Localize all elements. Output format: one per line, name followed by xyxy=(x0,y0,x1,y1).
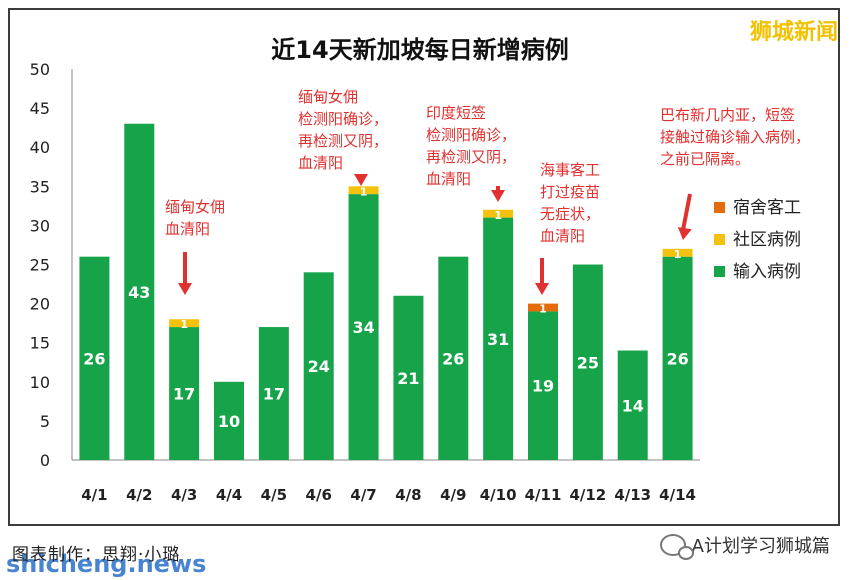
bar-imported xyxy=(258,327,289,460)
y-tick-labels: 0 5 10 15 20 25 30 35 40 45 50 xyxy=(30,60,50,470)
bar-imported xyxy=(662,256,693,460)
bars xyxy=(79,123,693,461)
bar-imported xyxy=(348,194,379,460)
y-tick-label: 15 xyxy=(30,334,50,353)
legend-label-community: 社区病例 xyxy=(733,230,801,250)
bar-labels: 26 43 17 1 10 17 24 34 1 21 26 31 1 19 1 25 14 26 1 xyxy=(83,185,688,431)
bar-value-label: 34 xyxy=(352,318,374,337)
bar-imported xyxy=(79,256,110,460)
bar-value-label: 26 xyxy=(83,349,105,368)
bar-value-label: 14 xyxy=(622,396,644,415)
annotation-arrowhead xyxy=(178,283,192,295)
annotation-text: 海事客工打过疫苗无症状，血清阳 xyxy=(540,161,600,245)
annotation-arrowhead xyxy=(491,190,505,202)
x-tick-label: 4/14 xyxy=(659,486,696,504)
x-tick-label: 4/9 xyxy=(440,486,466,504)
bar-value-label: 26 xyxy=(442,349,464,368)
legend-label-dormitory: 宿舍客工 xyxy=(733,198,801,218)
bar-imported xyxy=(572,264,603,460)
bar-value-label: 26 xyxy=(666,349,688,368)
y-tick-label: 10 xyxy=(30,373,50,392)
bar-imported xyxy=(393,295,424,460)
bar-value-label: 1 xyxy=(494,209,502,222)
legend-swatch-imported xyxy=(714,266,725,277)
bar-community xyxy=(483,209,514,218)
bar-imported xyxy=(483,217,514,460)
bar-community xyxy=(348,186,379,195)
site-watermark: shicheng.news xyxy=(6,550,207,578)
bar-value-label: 25 xyxy=(577,353,599,372)
bar-value-label: 10 xyxy=(218,412,240,431)
bar-value-label: 19 xyxy=(532,377,554,396)
y-tick-label: 0 xyxy=(40,451,50,470)
x-tick-label: 4/11 xyxy=(525,486,562,504)
y-tick-label: 35 xyxy=(30,177,50,196)
annotation-text: 巴布新几内亚，短签接触过确诊输入病例，之前已隔离。 xyxy=(660,106,810,168)
bar-imported xyxy=(438,256,469,460)
bar-value-label: 24 xyxy=(308,357,330,376)
x-tick-label: 4/6 xyxy=(306,486,332,504)
x-tick-label: 4/7 xyxy=(350,486,376,504)
annotation-arrowhead xyxy=(535,283,549,295)
wechat-account: A计划学习狮城篇 xyxy=(659,532,830,560)
annotation-text: 缅甸女佣血清阳 xyxy=(165,198,225,238)
bar-imported xyxy=(214,381,244,460)
bar-value-label: 1 xyxy=(180,318,188,331)
bar-imported xyxy=(617,350,648,460)
annotation-arrowhead xyxy=(677,227,692,240)
bar-imported xyxy=(169,327,200,460)
wechat-account-name: A计划学习狮城篇 xyxy=(691,536,830,557)
y-tick-label: 40 xyxy=(30,138,50,157)
bar-value-label: 43 xyxy=(128,283,150,302)
x-tick-label: 4/3 xyxy=(171,486,197,504)
y-tick-label: 30 xyxy=(30,216,50,235)
bar-imported xyxy=(124,123,155,461)
y-tick-label: 25 xyxy=(30,256,50,275)
x-tick-label: 4/8 xyxy=(395,486,421,504)
bar-imported xyxy=(528,311,558,460)
x-tick-label: 4/10 xyxy=(480,486,517,504)
y-tick-label: 45 xyxy=(30,99,50,118)
bar-community xyxy=(662,248,693,257)
x-tick-label: 4/5 xyxy=(261,486,287,504)
legend-label-imported: 输入病例 xyxy=(733,262,801,282)
bar-community xyxy=(169,319,200,328)
legend-swatch-community xyxy=(714,234,725,245)
x-tick-label: 4/2 xyxy=(126,486,152,504)
brand-logo-text: 狮城新闻 xyxy=(749,20,838,45)
x-tick-labels: 4/1 4/2 4/3 4/4 4/5 4/6 4/7 4/8 4/9 4/10 4/11 4/12 4… xyxy=(81,486,696,504)
bar-value-label: 17 xyxy=(263,385,285,404)
x-tick-label: 4/13 xyxy=(614,486,651,504)
annotation-arrowhead xyxy=(354,174,368,186)
bar-dormitory xyxy=(528,303,558,312)
chart-title: 近14天新加坡每日新增病例 xyxy=(271,36,568,64)
y-tick-label: 5 xyxy=(40,412,50,431)
x-tick-label: 4/4 xyxy=(216,486,242,504)
bar-value-label: 1 xyxy=(539,303,547,316)
x-tick-label: 4/1 xyxy=(81,486,107,504)
bar-value-label: 31 xyxy=(487,330,509,349)
wechat-icon xyxy=(659,534,694,560)
y-tick-label: 50 xyxy=(30,60,50,79)
chart-credit: 图表制作：思翔·小璐 xyxy=(12,545,181,565)
bar-value-label: 21 xyxy=(397,369,419,388)
bar-imported xyxy=(303,272,334,460)
annotation-text: 缅甸女佣检测阳确诊，再检测又阴，血清阳 xyxy=(298,88,388,172)
legend-swatch-dormitory xyxy=(714,202,725,213)
x-tick-label: 4/12 xyxy=(569,486,606,504)
y-tick-label: 20 xyxy=(30,295,50,314)
bar-value-label: 1 xyxy=(674,248,682,261)
bar-value-label: 17 xyxy=(173,385,195,404)
annotation-arrow xyxy=(681,193,692,231)
annotations: 缅甸女佣血清阳 缅甸女佣检测阳确诊，再检测又阴，血清阳印度短签检测阳确诊，再检测又… xyxy=(165,88,810,295)
annotation-text: 印度短签检测阳确诊，再检测又阴，血清阳 xyxy=(426,104,516,188)
bar-value-label: 1 xyxy=(360,185,368,198)
